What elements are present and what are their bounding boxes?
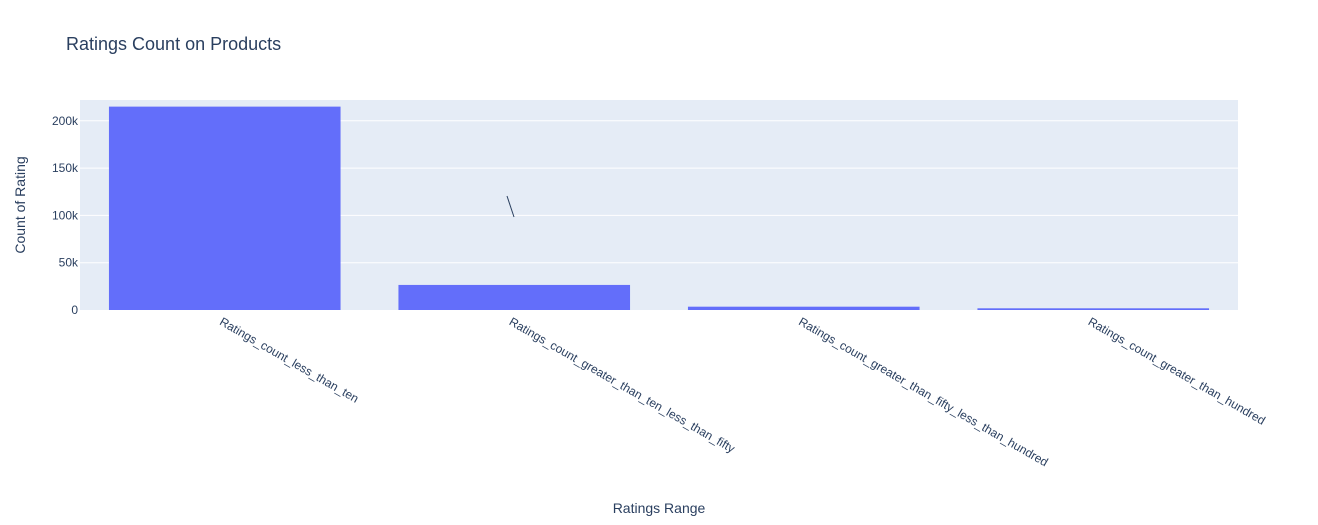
y-axis-ticks: 0 50k 100k 150k 200k [52,114,79,317]
x-axis-title: Ratings Range [613,500,706,516]
y-tick-label: 150k [52,161,79,175]
stray-annotation-line [506,195,515,218]
bar [108,106,341,311]
bar [398,284,631,310]
bar [977,308,1210,310]
bar [687,306,920,310]
y-tick-label: 0 [71,303,78,317]
x-axis-ticks: Ratings_count_less_than_ten Ratings_count… [217,314,1268,469]
chart-title: Ratings Count on Products [66,34,281,54]
y-tick-label: 200k [52,114,79,128]
x-tick-label: Ratings_count_less_than_ten [217,314,361,405]
x-tick-label: Ratings_count_greater_than_fifty_less_th… [796,314,1050,469]
y-tick-label: 50k [59,256,79,270]
x-tick-label: Ratings_count_greater_than_hundred [1086,314,1268,427]
bars [108,106,1210,311]
x-tick-label: Ratings_count_greater_than_ten_less_than… [507,314,738,455]
y-tick-label: 100k [52,208,79,222]
y-axis-title: Count of Rating [12,156,28,253]
